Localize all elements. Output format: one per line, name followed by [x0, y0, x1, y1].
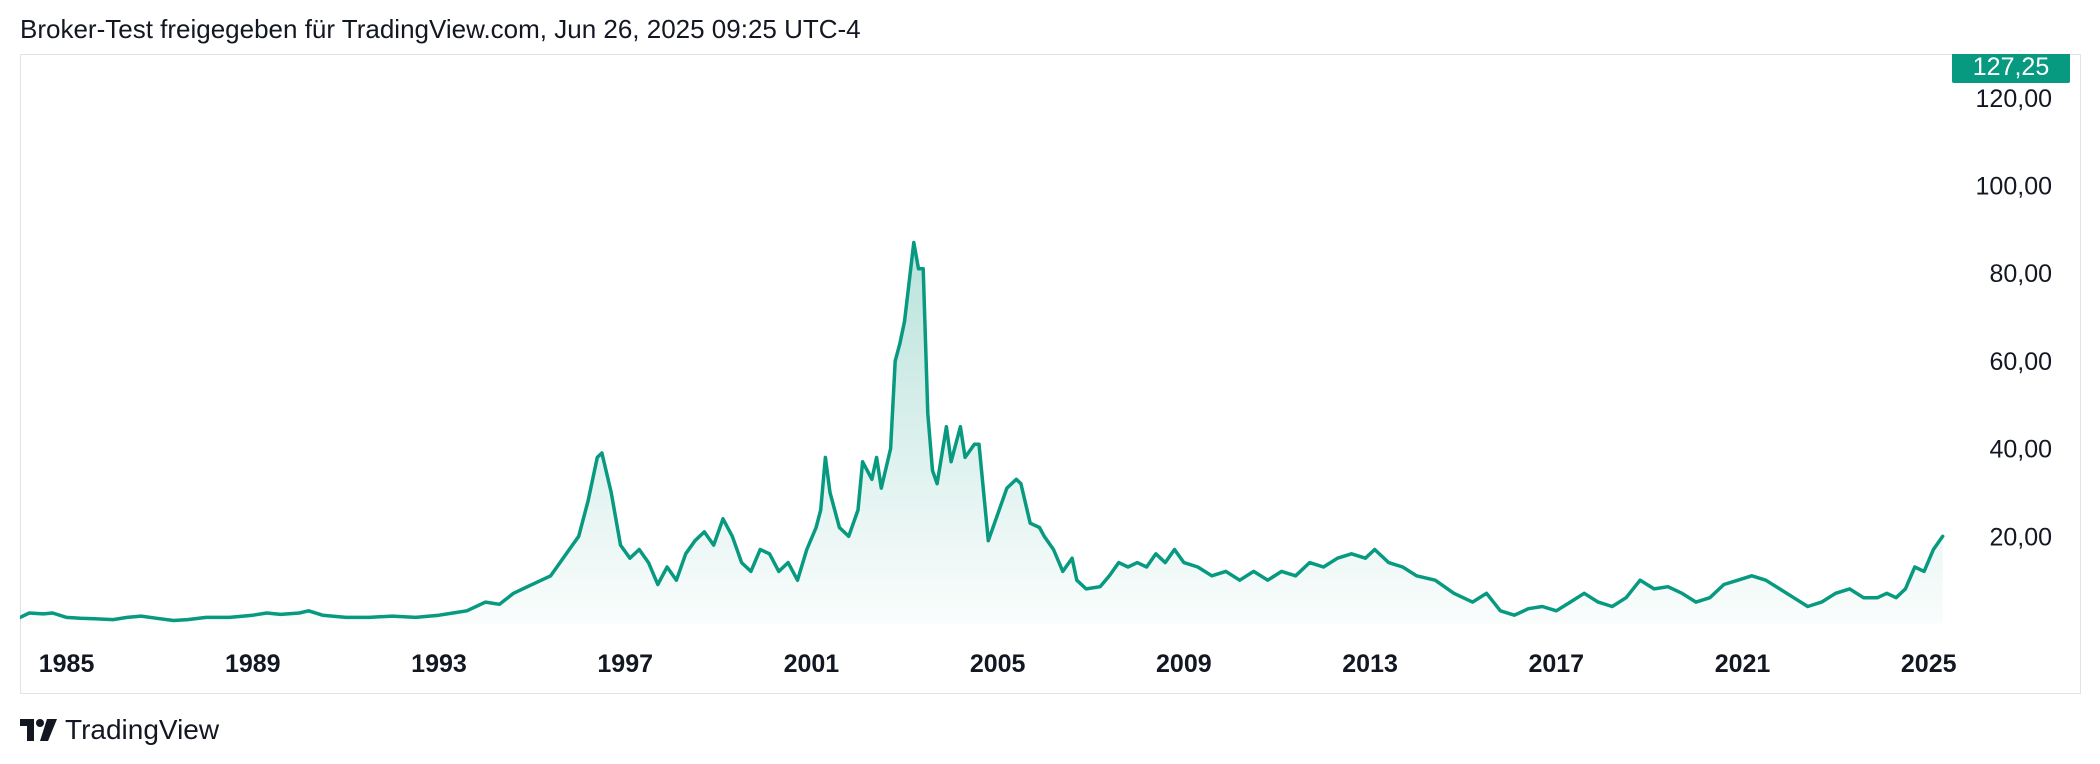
x-tick-label: 2017	[1528, 650, 1584, 678]
x-tick-label: 2025	[1901, 650, 1957, 678]
tradingview-logo-icon	[20, 719, 57, 741]
x-tick-label: 1985	[39, 650, 95, 678]
x-tick-label: 2005	[970, 650, 1026, 678]
x-tick-label: 2013	[1342, 650, 1398, 678]
x-tick-label: 2001	[784, 650, 840, 678]
x-tick-label: 1997	[597, 650, 653, 678]
y-tick-label: 80,00	[1989, 260, 2052, 288]
y-tick-label: 60,00	[1989, 348, 2052, 376]
y-tick-label: 40,00	[1989, 436, 2052, 464]
last-price-label: 127,25	[1973, 54, 2049, 81]
y-tick-label: 120,00	[1976, 85, 2052, 113]
y-tick-label: 20,00	[1989, 523, 2052, 551]
tradingview-brand[interactable]: TradingView	[20, 712, 219, 748]
y-axis: 20,00 40,00 60,00 80,00 100,00 120,00	[1976, 85, 2052, 551]
chart-area[interactable]: 1985 1989 1993 1997 2001 2005 2009 2013 2017 2021…	[20, 54, 2081, 694]
price-area-fill	[20, 242, 1943, 624]
last-price-badge: 127,25	[1952, 54, 2070, 84]
x-axis: 1985 1989 1993 1997 2001 2005 2009 2013 2017 2021…	[39, 650, 1957, 678]
price-line	[20, 240, 1945, 623]
chart-caption: Broker-Test freigegeben für TradingView.…	[20, 14, 861, 44]
last-price-badge-bg	[1952, 54, 2070, 84]
chart-border	[20, 54, 2081, 694]
y-tick-label: 100,00	[1976, 173, 2052, 201]
x-tick-label: 1993	[411, 650, 467, 678]
x-tick-label: 2021	[1715, 650, 1771, 678]
price-chart[interactable]: 1985 1989 1993 1997 2001 2005 2009 2013 2017 2021…	[20, 54, 2081, 694]
x-tick-label: 1989	[225, 650, 281, 678]
x-tick-label: 2009	[1156, 650, 1212, 678]
brand-name: TradingView	[65, 714, 220, 745]
